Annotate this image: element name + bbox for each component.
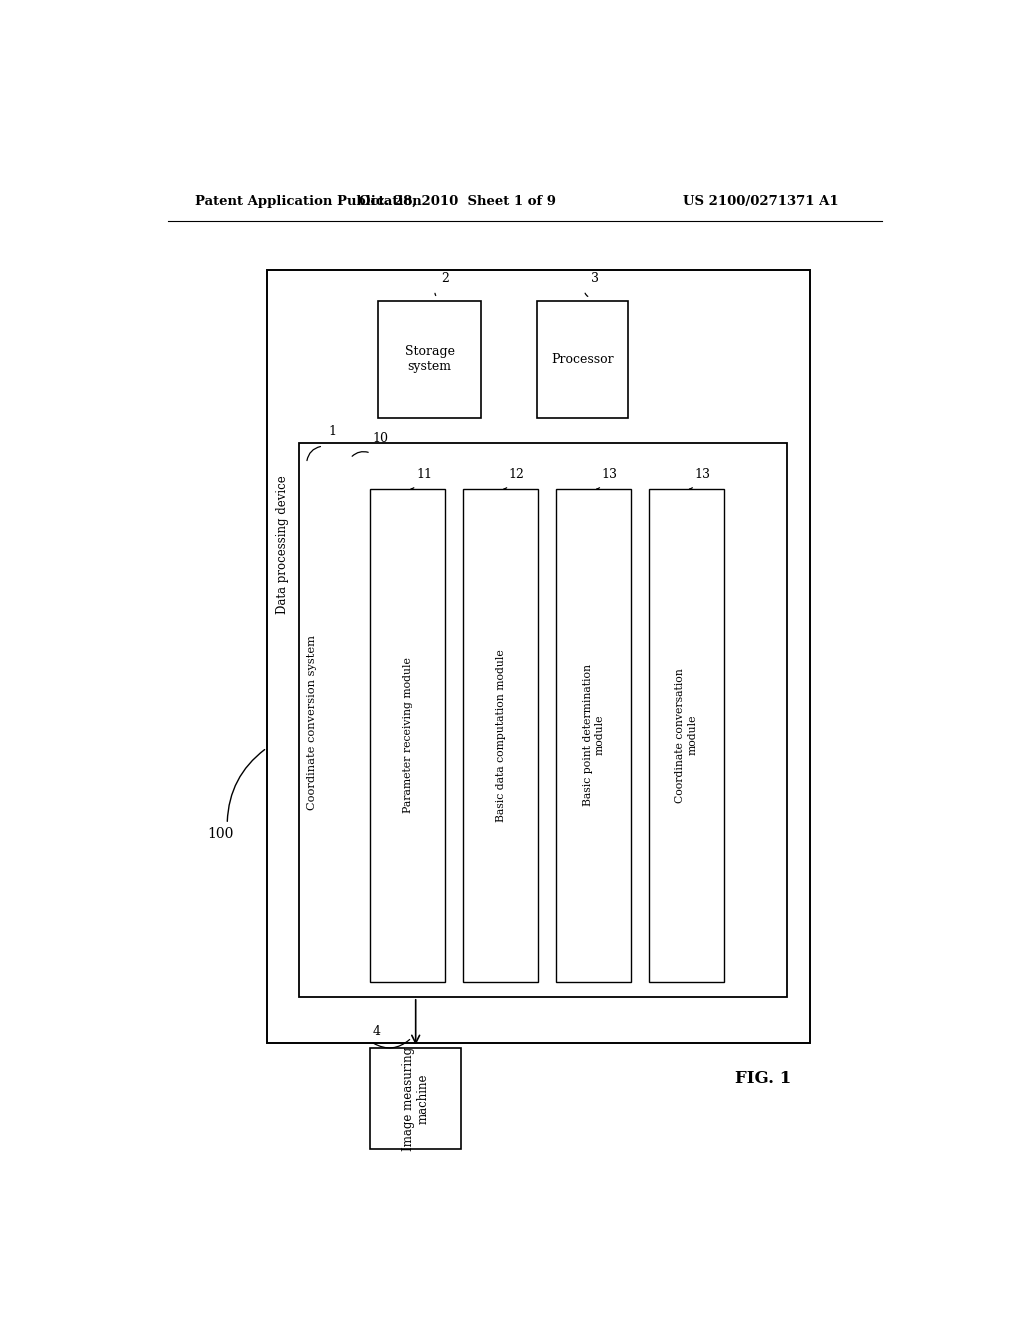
Text: US 2100/0271371 A1: US 2100/0271371 A1 [683,194,839,207]
Text: 12: 12 [509,467,525,480]
Text: Data processing device: Data processing device [276,475,289,614]
Text: 13: 13 [694,467,711,480]
Bar [537,301,628,417]
Text: 2: 2 [441,272,450,285]
Text: Coordinate conversation
module: Coordinate conversation module [676,668,697,803]
Text: Patent Application Publication: Patent Application Publication [196,194,422,207]
Text: Oct. 28, 2010  Sheet 1 of 9: Oct. 28, 2010 Sheet 1 of 9 [358,194,556,207]
Text: Parameter receiving module: Parameter receiving module [402,657,413,813]
Text: Basic point determination
module: Basic point determination module [583,664,604,807]
Bar [299,444,786,997]
Text: 10: 10 [373,432,388,445]
Bar [556,488,631,982]
Text: 100: 100 [207,828,233,841]
Text: 13: 13 [602,467,617,480]
Bar [378,301,481,417]
Text: 3: 3 [591,272,599,285]
Text: Processor: Processor [551,352,613,366]
Text: 4: 4 [373,1024,381,1038]
Text: FIG. 1: FIG. 1 [735,1069,791,1086]
Bar [370,488,445,982]
Text: Basic data computation module: Basic data computation module [496,649,506,821]
Text: Coordinate conversion system: Coordinate conversion system [307,635,317,810]
Bar [648,488,724,982]
Bar [463,488,539,982]
Bar [370,1048,461,1150]
Text: Image measuring
machine: Image measuring machine [401,1047,430,1151]
Bar [267,271,811,1043]
Text: 11: 11 [416,467,432,480]
Text: 1: 1 [329,425,337,438]
Text: Storage
system: Storage system [404,345,455,374]
